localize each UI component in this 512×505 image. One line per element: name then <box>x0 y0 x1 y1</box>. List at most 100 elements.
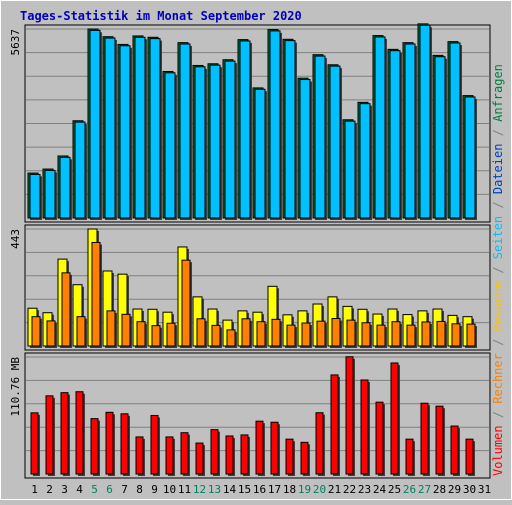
bar-dateien-day-5 <box>89 29 101 219</box>
bar-rechner-day-9 <box>151 325 161 347</box>
bar-volumen-day-7 <box>120 413 129 475</box>
bar-rechner-day-22 <box>346 319 356 347</box>
x-tick-label-day-16: 16 <box>253 483 266 496</box>
bar-dateien-day-10 <box>164 72 176 219</box>
bar-volumen-day-21 <box>330 374 339 475</box>
bar-dateien-day-21 <box>329 65 341 219</box>
bar-volumen-day-14 <box>225 435 234 475</box>
x-tick-label-day-7: 7 <box>121 483 128 496</box>
chart-title: Tages-Statistik im Monat September 2020 <box>20 9 302 23</box>
x-tick-label-day-27: 27 <box>418 483 431 496</box>
x-tick-label-day-24: 24 <box>373 483 387 496</box>
legend-volumen: Volumen <box>491 425 505 476</box>
bar-dateien-day-12 <box>194 66 206 219</box>
x-tick-label-day-20: 20 <box>313 483 326 496</box>
x-tick-label-day-18: 18 <box>283 483 296 496</box>
bar-dateien-day-3 <box>59 156 71 219</box>
panel-3: 110.76 MB <box>9 352 491 479</box>
legend-separator: / <box>491 331 505 353</box>
bar-rechner-day-18 <box>286 324 296 347</box>
bar-volumen-day-24 <box>375 401 384 475</box>
bar-rechner-day-25 <box>391 321 401 347</box>
x-tick-label-day-3: 3 <box>61 483 68 496</box>
bar-dateien-day-8 <box>134 36 146 219</box>
bar-dateien-day-22 <box>344 120 356 219</box>
bar-rechner-day-27 <box>421 321 431 347</box>
bar-rechner-day-30 <box>466 323 476 347</box>
bar-rechner-day-2 <box>46 320 56 347</box>
x-tick-label-day-5: 5 <box>91 483 98 496</box>
x-tick-label-day-17: 17 <box>268 483 281 496</box>
bar-dateien-day-11 <box>179 43 191 219</box>
bar-volumen-day-3 <box>60 392 69 475</box>
x-tick-label-day-9: 9 <box>151 483 158 496</box>
x-tick-label-day-2: 2 <box>46 483 53 496</box>
panel-2: 443 <box>9 224 491 351</box>
y-max-tick-label: 110.76 MB <box>9 357 22 417</box>
x-tick-label-day-19: 19 <box>298 483 311 496</box>
x-tick-label-day-15: 15 <box>238 483 251 496</box>
legend-seiten: Seiten <box>491 216 505 259</box>
bar-dateien-day-7 <box>119 45 131 219</box>
bar-volumen-day-30 <box>465 438 474 475</box>
bar-dateien-day-15 <box>239 40 251 219</box>
legend: Volumen / Rechner / Besuche / Seiten / D… <box>491 64 505 476</box>
legend-separator: / <box>491 122 505 144</box>
bar-rechner-day-5 <box>91 241 101 347</box>
x-tick-label-day-29: 29 <box>448 483 461 496</box>
bar-volumen-day-26 <box>405 438 414 475</box>
panel-1: 5637 <box>9 23 491 223</box>
bar-volumen-day-25 <box>390 362 399 475</box>
bar-volumen-day-9 <box>150 414 159 475</box>
bar-volumen-day-28 <box>435 405 444 475</box>
bar-rechner-day-14 <box>226 329 236 347</box>
bar-dateien-day-23 <box>359 103 371 219</box>
x-tick-label-day-26: 26 <box>403 483 416 496</box>
bar-rechner-day-29 <box>451 323 461 347</box>
bar-dateien-day-1 <box>29 173 41 219</box>
bar-rechner-day-3 <box>61 272 71 347</box>
bar-dateien-day-19 <box>299 79 311 219</box>
bar-dateien-day-17 <box>269 30 281 219</box>
bar-dateien-day-14 <box>224 60 236 219</box>
bar-rechner-day-12 <box>196 318 206 347</box>
bar-volumen-day-22 <box>345 356 354 475</box>
bar-volumen-day-20 <box>315 412 324 475</box>
bar-dateien-day-2 <box>44 169 56 219</box>
bar-volumen-day-4 <box>75 391 84 475</box>
y-max-tick-label: 443 <box>9 229 22 249</box>
bar-volumen-day-15 <box>240 434 249 475</box>
bar-dateien-day-18 <box>284 40 296 219</box>
bar-volumen-day-1 <box>30 412 39 475</box>
bar-rechner-day-8 <box>136 321 146 347</box>
x-tick-label-day-21: 21 <box>328 483 341 496</box>
legend-besuche: Besuche <box>491 281 505 332</box>
bar-volumen-day-13 <box>210 429 219 475</box>
x-tick-label-day-12: 12 <box>193 483 206 496</box>
bar-rechner-day-28 <box>436 320 446 347</box>
bar-rechner-day-16 <box>256 321 266 347</box>
bar-volumen-day-12 <box>195 442 204 475</box>
bar-dateien-day-6 <box>104 37 116 219</box>
bar-volumen-day-19 <box>300 441 309 475</box>
bar-volumen-day-6 <box>105 411 114 475</box>
x-tick-label-day-25: 25 <box>388 483 401 496</box>
bar-dateien-day-26 <box>404 43 416 219</box>
bar-rechner-day-7 <box>121 313 131 347</box>
bar-dateien-day-16 <box>254 88 266 219</box>
bar-volumen-day-5 <box>90 418 99 475</box>
x-tick-label-day-8: 8 <box>136 483 143 496</box>
legend-separator: / <box>491 194 505 216</box>
x-tick-label-day-4: 4 <box>76 483 83 496</box>
bar-rechner-day-15 <box>241 318 251 347</box>
x-tick-label-day-11: 11 <box>178 483 191 496</box>
bar-rechner-day-21 <box>331 318 341 347</box>
bar-rechner-day-17 <box>271 318 281 347</box>
bar-rechner-day-11 <box>181 259 191 347</box>
x-tick-label-day-23: 23 <box>358 483 371 496</box>
bar-dateien-day-29 <box>449 42 461 219</box>
bar-rechner-day-19 <box>301 322 311 347</box>
x-tick-label-day-14: 14 <box>223 483 237 496</box>
